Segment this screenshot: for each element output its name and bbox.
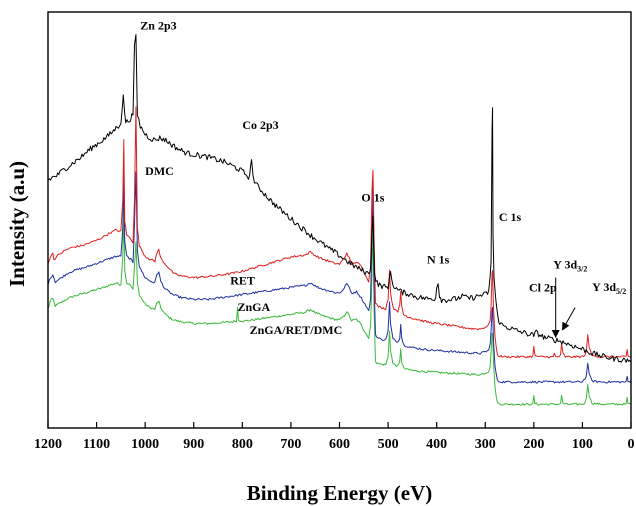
peak-label: Cl 2p — [529, 281, 557, 295]
peak-label: C 1s — [499, 210, 522, 224]
y-axis-title: Intensity (a.u) — [5, 161, 29, 287]
series-line-ret — [48, 106, 631, 359]
peak-label: Y 3d5/2 — [592, 280, 626, 296]
x-tick-label: 600 — [329, 437, 350, 452]
x-tick-label: 1100 — [83, 437, 110, 452]
peak-label: ZnGA — [237, 300, 270, 314]
series-line-dmc — [48, 34, 631, 363]
peak-label: DMC — [145, 164, 174, 178]
peak-label: Y 3d3/2 — [553, 258, 587, 274]
series-layer — [48, 34, 631, 406]
x-tick-label: 0 — [628, 437, 635, 452]
peak-label: Zn 2p3 — [140, 19, 176, 33]
x-axis-title: Binding Energy (eV) — [247, 481, 433, 505]
peak-label: ZnGA/RET/DMC — [250, 323, 343, 337]
peak-annotations: Zn 2p3 Co 2p3 DMC O 1s N 1s C 1s RET ZnGA ZnGA/R… — [140, 19, 626, 338]
x-tick-label: 500 — [378, 437, 399, 452]
series-line-znga-ret-dmc — [48, 207, 631, 406]
x-tick-label: 300 — [475, 437, 496, 452]
x-tick-label: 1000 — [131, 437, 159, 452]
x-tick-label: 900 — [183, 437, 204, 452]
x-tick-label: 800 — [232, 437, 253, 452]
x-axis-ticks: 1200 1100 1000 900 800 700 600 500 400 300 200 100 0 — [34, 422, 635, 452]
x-tick-label: 1200 — [34, 437, 62, 452]
peak-label: Co 2p3 — [242, 118, 278, 132]
peak-label: RET — [230, 274, 255, 288]
peak-label: N 1s — [427, 252, 450, 266]
plot-frame — [47, 11, 632, 429]
x-tick-label: 400 — [426, 437, 447, 452]
series-line-znga — [48, 171, 631, 384]
x-tick-label: 100 — [572, 437, 593, 452]
x-tick-label: 200 — [523, 437, 544, 452]
x-tick-label: 700 — [280, 437, 301, 452]
annotation-arrow — [561, 307, 576, 331]
peak-label: O 1s — [361, 190, 384, 204]
